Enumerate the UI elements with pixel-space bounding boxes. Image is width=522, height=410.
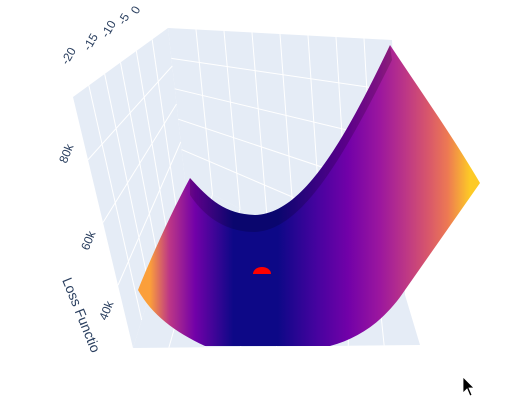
gridline bbox=[87, 65, 173, 161]
z-tick-label: 40k bbox=[96, 298, 117, 322]
z-tick-label: 80k bbox=[56, 141, 77, 165]
y-tick-label: 0 bbox=[128, 3, 144, 16]
gridline bbox=[195, 29, 213, 195]
z-tick-label: 60k bbox=[78, 228, 99, 252]
mouse-cursor-icon bbox=[462, 376, 475, 397]
gridline bbox=[102, 103, 177, 223]
gridline bbox=[251, 32, 268, 224]
gridline bbox=[223, 30, 241, 209]
y-tick-label: -15 bbox=[80, 31, 101, 53]
gridline bbox=[171, 57, 395, 92]
surface-rim-shade bbox=[190, 45, 392, 232]
y-tick-label: -20 bbox=[58, 45, 79, 67]
minimum-marker[interactable] bbox=[253, 267, 271, 274]
gridline bbox=[117, 141, 182, 286]
